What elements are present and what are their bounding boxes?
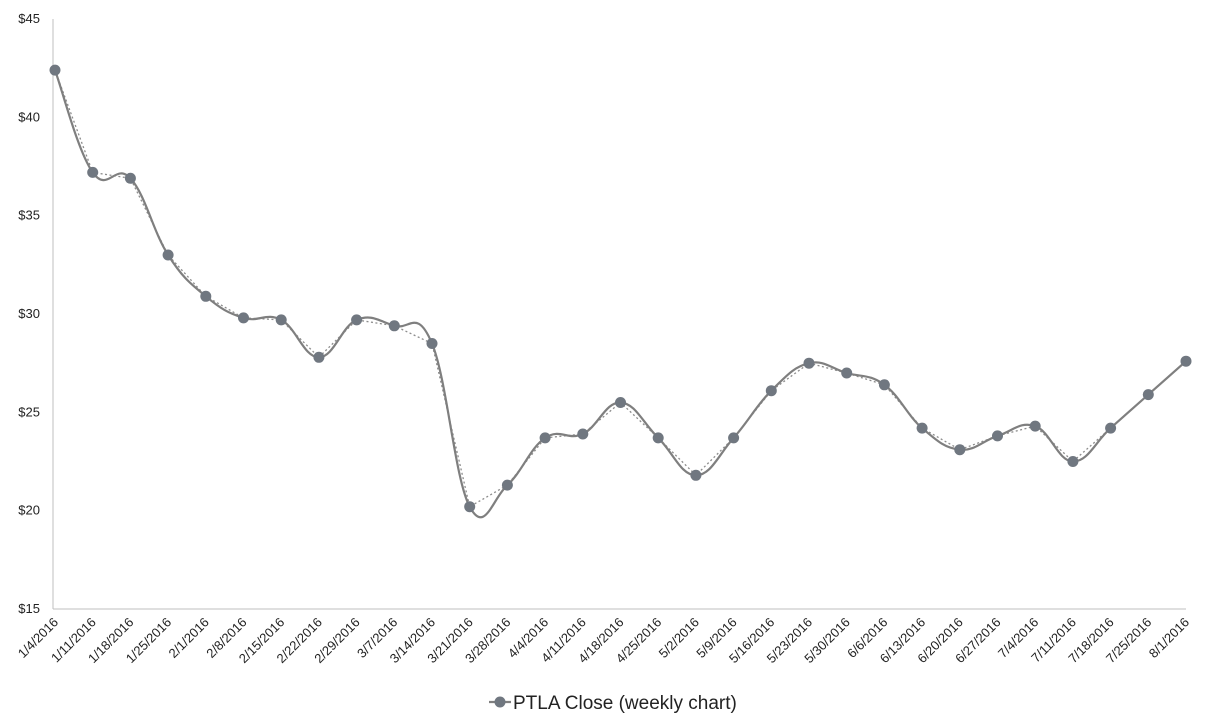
data-point bbox=[313, 351, 325, 363]
trendline-layer bbox=[54, 69, 1187, 508]
data-point bbox=[1180, 355, 1192, 367]
trendline bbox=[54, 69, 1187, 508]
data-point bbox=[238, 312, 249, 324]
data-point bbox=[539, 432, 551, 444]
data-point bbox=[162, 249, 174, 261]
data-point bbox=[426, 338, 438, 349]
data-point bbox=[1029, 420, 1041, 432]
y-tick-label: $15 bbox=[18, 601, 40, 616]
chart-axes bbox=[52, 19, 1186, 610]
x-tick-label: 2/1/2016 bbox=[166, 615, 212, 661]
data-point bbox=[954, 444, 966, 456]
data-point bbox=[615, 397, 626, 408]
data-point bbox=[765, 385, 777, 397]
y-tick-label: $20 bbox=[18, 503, 40, 518]
y-tick-label: $35 bbox=[18, 208, 40, 223]
y-axis-tick-labels: $15 $20 $25 $30 $35 $40 $45 bbox=[18, 11, 40, 616]
data-point bbox=[878, 379, 890, 391]
data-point bbox=[49, 64, 61, 76]
data-point bbox=[690, 469, 702, 481]
legend: PTLA Close (weekly chart) bbox=[489, 693, 737, 714]
y-tick-label: $40 bbox=[18, 109, 40, 124]
data-point bbox=[577, 428, 589, 440]
data-point bbox=[1142, 389, 1154, 401]
data-point bbox=[1105, 422, 1117, 434]
data-point bbox=[501, 479, 513, 491]
data-point bbox=[728, 432, 740, 444]
data-point bbox=[916, 422, 928, 434]
y-tick-label: $25 bbox=[18, 404, 40, 419]
x-tick-label: 5/2/2016 bbox=[656, 615, 702, 661]
data-point bbox=[200, 290, 212, 302]
data-point bbox=[803, 357, 815, 369]
data-point bbox=[87, 166, 99, 178]
legend-marker bbox=[494, 696, 506, 708]
y-tick-label: $45 bbox=[18, 11, 40, 26]
data-point bbox=[464, 501, 476, 513]
data-point bbox=[275, 314, 287, 326]
data-point bbox=[992, 430, 1003, 442]
data-point bbox=[124, 172, 136, 184]
data-point bbox=[388, 320, 400, 332]
x-tick-label: 8/1/2016 bbox=[1146, 615, 1192, 661]
series-layer bbox=[49, 64, 1192, 519]
data-point bbox=[1067, 456, 1079, 467]
data-point bbox=[841, 367, 853, 379]
legend-label: PTLA Close (weekly chart) bbox=[513, 693, 737, 714]
data-point bbox=[351, 314, 363, 326]
x-axis-tick-labels: 1/4/20161/11/20161/18/20161/25/20162/1/2… bbox=[15, 615, 1192, 667]
data-point bbox=[652, 432, 664, 444]
y-tick-label: $30 bbox=[18, 306, 40, 321]
series-line bbox=[53, 69, 1187, 519]
